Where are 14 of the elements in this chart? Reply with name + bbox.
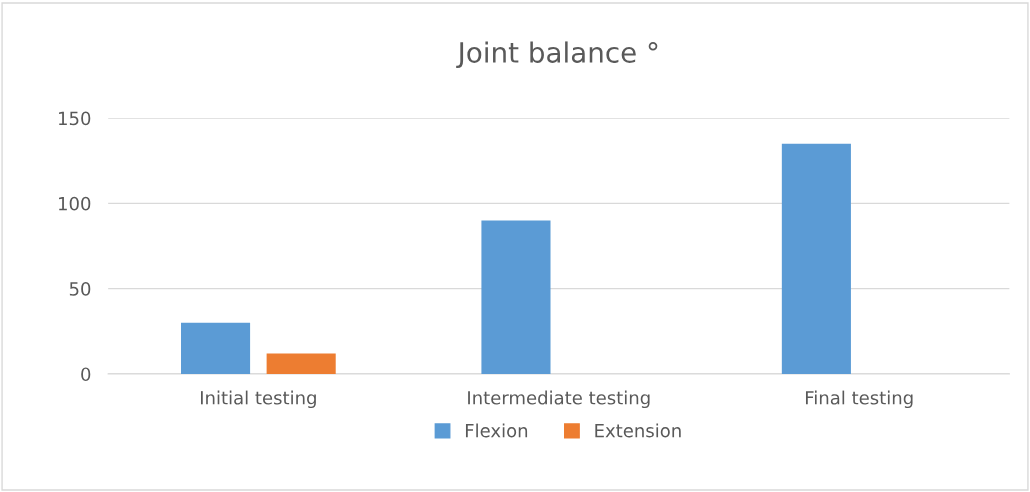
chart-title: Joint balance ° xyxy=(456,41,658,69)
legend-label: Extension xyxy=(595,423,681,438)
bar xyxy=(781,143,851,374)
bar xyxy=(266,353,336,374)
y-tick-label: 0 xyxy=(81,367,91,382)
bar xyxy=(481,220,551,374)
x-tick-label: Initial testing xyxy=(200,390,316,409)
y-tick-label: 50 xyxy=(69,282,91,296)
y-tick-label: 150 xyxy=(59,111,91,126)
x-tick-label: Final testing xyxy=(805,390,913,409)
bar xyxy=(181,322,251,374)
y-tick-label: 100 xyxy=(59,196,91,211)
legend-label: Flexion xyxy=(465,423,528,438)
x-tick-label: Intermediate testing xyxy=(468,390,650,409)
